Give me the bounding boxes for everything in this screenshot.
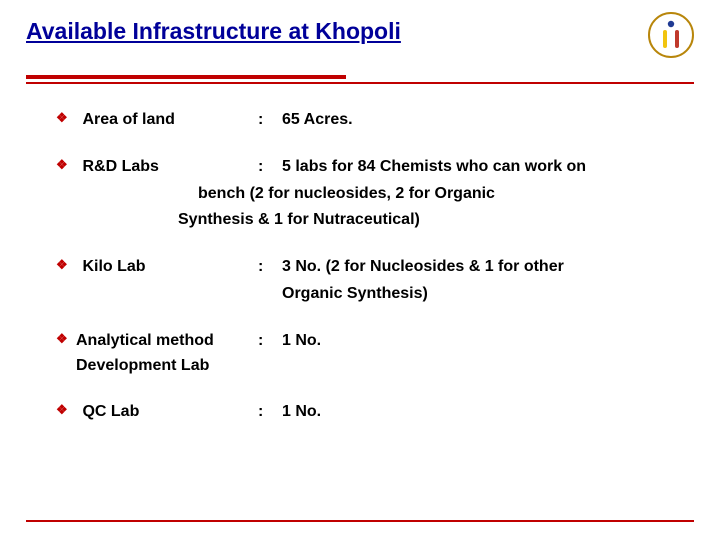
item-label: Analytical method	[76, 329, 258, 354]
item-value: 1 No.	[282, 400, 680, 425]
item-value: 5 labs for 84 Chemists who can work on	[282, 155, 680, 180]
header-divider	[0, 75, 720, 84]
colon: :	[258, 108, 282, 133]
content-list: Area of land : 65 Acres. R&D Labs : 5 la…	[0, 84, 720, 425]
colon: :	[258, 329, 282, 354]
list-item: Kilo Lab : 3 No. (2 for Nucleosides & 1 …	[56, 255, 680, 307]
item-label: R&D Labs	[78, 155, 258, 180]
colon: :	[258, 255, 282, 280]
page-title: Available Infrastructure at Khopoli	[26, 18, 720, 45]
item-label: Area of land	[78, 108, 258, 133]
list-item: Area of land : 65 Acres.	[56, 108, 680, 133]
list-item: QC Lab : 1 No.	[56, 400, 680, 425]
item-value-cont: Synthesis & 1 for Nutraceutical)	[78, 208, 680, 233]
list-item: R&D Labs : 5 labs for 84 Chemists who ca…	[56, 155, 680, 233]
item-value-cont: bench (2 for nucleosides, 2 for Organic	[78, 182, 680, 207]
colon: :	[258, 400, 282, 425]
item-label-cont: Development Lab	[76, 354, 680, 379]
item-label: QC Lab	[78, 400, 258, 425]
colon: :	[258, 155, 282, 180]
item-value-cont: Organic Synthesis)	[78, 282, 680, 307]
item-label: Kilo Lab	[78, 255, 258, 280]
item-value: 65 Acres.	[282, 108, 680, 133]
company-logo-icon	[648, 12, 694, 58]
footer-divider	[26, 520, 694, 522]
list-item: Analytical method : 1 No. Development La…	[56, 329, 680, 379]
item-value: 3 No. (2 for Nucleosides & 1 for other	[282, 255, 680, 280]
item-value: 1 No.	[282, 329, 680, 354]
